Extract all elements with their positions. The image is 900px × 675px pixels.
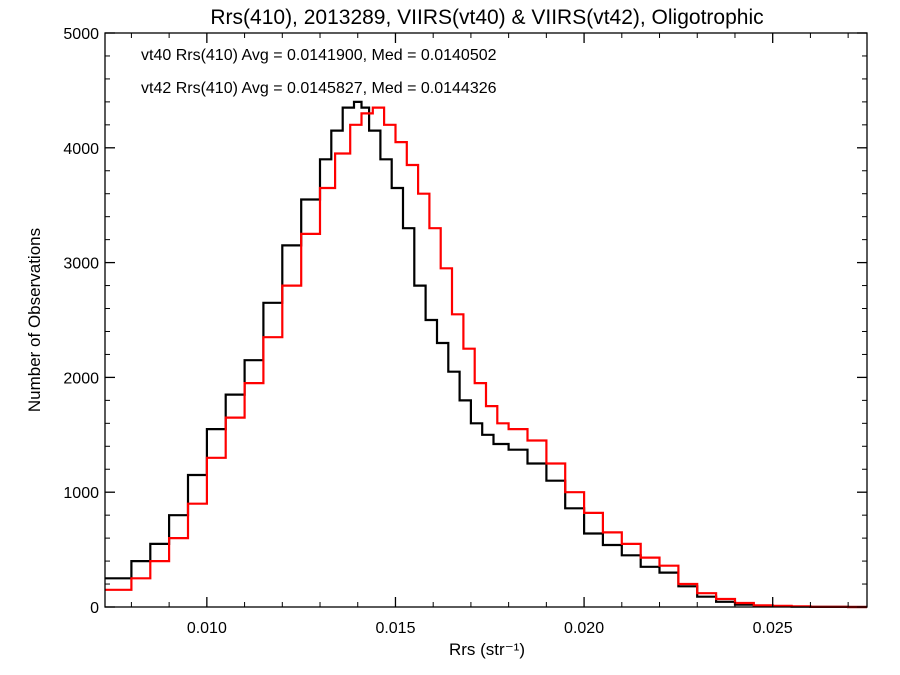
y-tick-label-3: 3000 <box>63 256 99 273</box>
chart-title: Rrs(410), 2013289, VIIRS(vt40) & VIIRS(v… <box>210 6 763 29</box>
x-tick-label-1: 0.015 <box>375 620 415 637</box>
y-tick-label-5: 5000 <box>63 26 99 43</box>
y-tick-label-4: 4000 <box>63 141 99 158</box>
y-tick-label-0: 0 <box>90 600 99 617</box>
histogram-series-1 <box>105 106 867 609</box>
x-axis-label: Rrs (str⁻¹) <box>449 640 525 659</box>
x-tick-label-2: 0.020 <box>564 620 604 637</box>
x-tick-label-3: 0.025 <box>753 620 793 637</box>
vt40-stats-annotation: vt40 Rrs(410) Avg = 0.0141900, Med = 0.0… <box>141 47 497 64</box>
plot-frame <box>104 32 868 608</box>
ticks-layer: 0.010 0.015 0.020 0.025 0 1000 2000 3000 4000 500… <box>63 26 867 637</box>
y-tick-label-1: 1000 <box>63 485 99 502</box>
y-axis-label: Number of Observations <box>25 228 44 412</box>
x-tick-label-0: 0.010 <box>187 620 227 637</box>
series-layer <box>105 100 867 609</box>
vt42-stats-annotation: vt42 Rrs(410) Avg = 0.0145827, Med = 0.0… <box>141 80 497 97</box>
histogram-series-0 <box>105 100 867 609</box>
y-tick-label-2: 2000 <box>63 370 99 387</box>
